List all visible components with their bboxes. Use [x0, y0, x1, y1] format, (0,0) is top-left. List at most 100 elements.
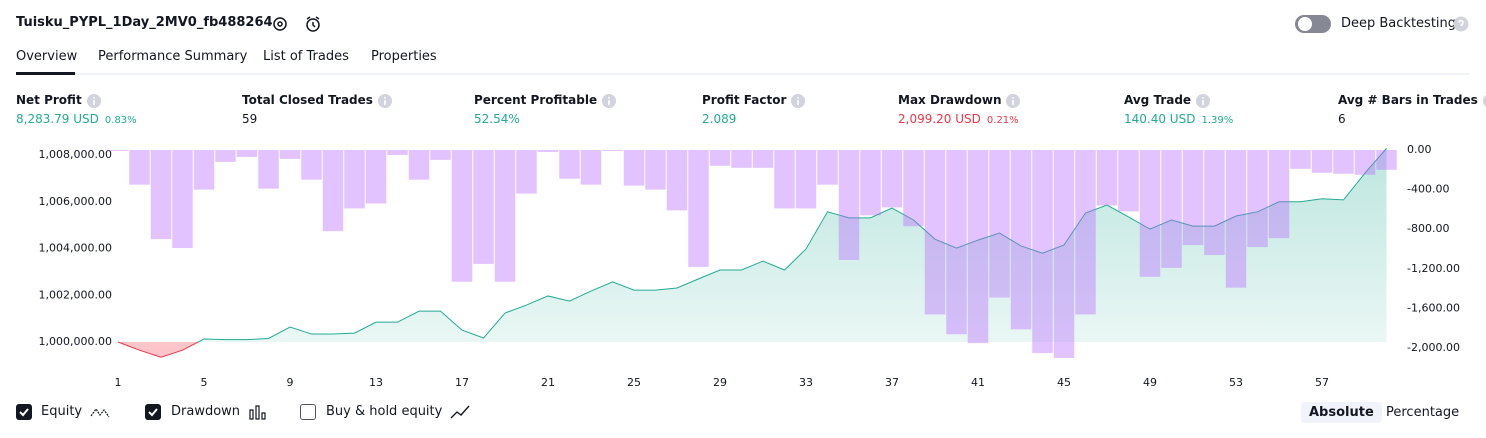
metric-value-text: 6	[1338, 112, 1346, 126]
drawdown-bar	[903, 149, 924, 227]
drawdown-bar	[107, 149, 129, 151]
drawdown-bar	[537, 149, 559, 152]
checkbox[interactable]	[145, 404, 161, 420]
drawdown-bar	[731, 149, 752, 168]
tab[interactable]: Performance Summary	[98, 49, 248, 64]
metric-percent: 0.83%	[104, 115, 137, 126]
drawdown-bar	[430, 149, 451, 160]
drawdown-bar	[1333, 149, 1354, 174]
view-button[interactable]: Absolute	[1301, 402, 1382, 423]
drawdown-bar	[1225, 149, 1247, 288]
drawdown-bar	[1096, 149, 1118, 206]
drawdown-bar	[1290, 149, 1311, 169]
metric-label: Percent Profitable	[474, 93, 598, 107]
deep-backtesting-toggle[interactable]	[1294, 13, 1334, 35]
metric-value: 2.089	[702, 112, 736, 126]
x-tick-label: 33	[799, 376, 813, 389]
drawdown-bar	[1268, 149, 1290, 239]
toggle-knob	[1298, 17, 1312, 31]
info-icon[interactable]	[377, 94, 392, 108]
metric-value: 2,099.20 USD 0.21%	[898, 112, 1019, 126]
header-icons	[273, 16, 320, 32]
drawdown-bar	[1204, 149, 1225, 255]
drawdown-bar	[752, 149, 774, 168]
drawdown-bar	[881, 149, 903, 208]
metric-label: Net Profit	[16, 93, 82, 107]
drawdown-bar	[516, 149, 537, 194]
drawdown-bar	[1354, 149, 1376, 175]
drawdown-bar	[1010, 149, 1032, 330]
metric-value-text: 140.40 USD	[1124, 112, 1196, 126]
metric-value: 8,283.79 USD 0.83%	[16, 112, 137, 126]
checkbox[interactable]	[16, 404, 32, 420]
x-tick-label: 5	[201, 376, 208, 389]
drawdown-bar	[494, 149, 516, 282]
view-button[interactable]: Percentage	[1386, 405, 1460, 420]
info-icon[interactable]	[1482, 94, 1486, 108]
chart: 1,000,000.00 1,002,000.00 1,004,000.00 1,00…	[39, 143, 1460, 389]
x-tick-label: 45	[1057, 376, 1071, 389]
y2-tick-label: -2,000.00	[1407, 341, 1460, 354]
drawdown-bar	[838, 149, 860, 260]
drawdown-bar	[645, 149, 666, 190]
x-tick-label: 1	[115, 376, 122, 389]
metric-label: Max Drawdown	[898, 93, 1002, 107]
metric-label: Profit Factor	[702, 93, 787, 107]
drawdown-bar	[1032, 149, 1053, 354]
drawdown-bar	[709, 149, 731, 166]
drawdown-bar	[215, 149, 236, 162]
metric-value: 59	[242, 112, 257, 126]
x-tick-label: 29	[713, 376, 727, 389]
tab[interactable]: Properties	[371, 49, 437, 64]
x-tick-label: 13	[369, 376, 383, 389]
checkbox[interactable]	[300, 404, 316, 420]
toggle-label: Deep Backtesting	[1341, 16, 1457, 31]
alert-icon-hands	[306, 16, 320, 28]
drawdown-bar	[1139, 149, 1161, 277]
x-tick-label: 25	[627, 376, 641, 389]
tab-rule	[16, 73, 1470, 75]
y-tick-label: 1,002,000.00	[39, 288, 112, 301]
drawdown-bar	[301, 149, 322, 180]
drawdown-bar	[473, 149, 494, 264]
x-tick-label: 9	[287, 376, 294, 389]
drawdown-bar	[795, 149, 817, 209]
metric-label: Avg Trade	[1124, 93, 1192, 107]
settings-icon[interactable]	[273, 17, 287, 31]
drawdown-bar	[1118, 149, 1139, 212]
strategy-title: Tuisku_PYPL_1Day_2MV0_fb488264	[16, 15, 273, 30]
drawdown-bar	[193, 149, 215, 190]
metric-value: 140.40 USD 1.39%	[1124, 112, 1233, 126]
drawdown-bar	[559, 149, 580, 179]
info-icon[interactable]	[86, 94, 101, 108]
metric-value-text: 8,283.79 USD	[16, 112, 99, 126]
metric-value: 52.54%	[474, 112, 520, 126]
drawdown-bar	[989, 149, 1010, 298]
tab[interactable]: List of Trades	[263, 49, 349, 64]
drawdown-bar	[1311, 149, 1333, 173]
info-icon[interactable]	[1196, 94, 1211, 108]
metric-label: Total Closed Trades	[242, 93, 373, 107]
alert-icon[interactable]	[306, 18, 320, 32]
active-tab-underline	[16, 72, 75, 75]
legend-icon	[249, 405, 266, 420]
info-icon[interactable]	[602, 94, 617, 108]
info-icon[interactable]	[791, 94, 806, 108]
drawdown-bar	[172, 149, 193, 249]
legend-icon	[450, 405, 470, 419]
metric-value-text: 2,099.20 USD	[898, 112, 981, 126]
drawdown-bar	[817, 149, 838, 185]
drawdown-bar	[666, 149, 688, 211]
y2-tick-label: -800.00	[1407, 222, 1449, 235]
drawdown-bar	[1376, 149, 1397, 170]
info-icon[interactable]	[1006, 94, 1021, 108]
tab[interactable]: Overview	[16, 49, 78, 64]
help-icon[interactable]	[1453, 16, 1469, 32]
drawdown-bar	[408, 149, 430, 180]
drawdown-bar	[602, 149, 623, 151]
metric-value-text: 59	[242, 112, 258, 126]
y-tick-label: 1,006,000.00	[39, 195, 112, 208]
x-tick-label: 17	[455, 376, 469, 389]
x-tick-label: 41	[971, 376, 985, 389]
